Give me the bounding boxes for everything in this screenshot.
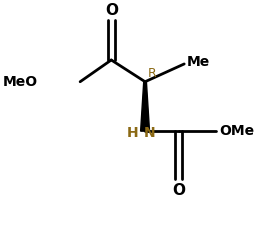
Text: O: O	[105, 3, 118, 18]
Text: Me: Me	[187, 55, 210, 69]
Text: R: R	[148, 67, 157, 80]
Polygon shape	[141, 82, 150, 131]
Text: N: N	[143, 126, 155, 140]
Text: H: H	[126, 126, 138, 140]
Text: O: O	[172, 183, 185, 197]
Text: OMe: OMe	[219, 124, 254, 138]
Text: MeO: MeO	[3, 75, 38, 89]
